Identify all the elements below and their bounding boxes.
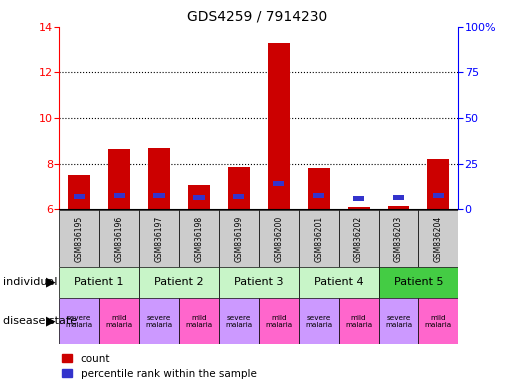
Bar [387, 206, 409, 209]
Text: severe
malaria: severe malaria [305, 314, 332, 328]
Text: Patient 3: Patient 3 [234, 277, 284, 287]
FancyBboxPatch shape [99, 210, 139, 267]
FancyBboxPatch shape [299, 267, 379, 298]
Text: mild
malaria: mild malaria [425, 314, 452, 328]
Text: mild
malaria: mild malaria [106, 314, 133, 328]
Text: severe
malaria: severe malaria [145, 314, 173, 328]
Text: GSM836202: GSM836202 [354, 215, 363, 262]
FancyBboxPatch shape [259, 298, 299, 344]
Text: ▶: ▶ [46, 314, 56, 328]
Text: GSM836200: GSM836200 [274, 215, 283, 262]
FancyBboxPatch shape [339, 298, 379, 344]
Bar [427, 159, 450, 209]
Bar [113, 193, 125, 198]
Bar [313, 193, 324, 198]
FancyBboxPatch shape [219, 298, 259, 344]
FancyBboxPatch shape [259, 210, 299, 267]
Text: GSM836203: GSM836203 [394, 215, 403, 262]
Legend: count, percentile rank within the sample: count, percentile rank within the sample [62, 354, 256, 379]
Bar [348, 207, 370, 209]
FancyBboxPatch shape [219, 267, 299, 298]
FancyBboxPatch shape [139, 210, 179, 267]
Bar [433, 193, 444, 198]
Text: Patient 1: Patient 1 [74, 277, 124, 287]
Bar [353, 196, 364, 201]
Text: ▶: ▶ [46, 276, 56, 289]
FancyBboxPatch shape [379, 267, 458, 298]
Text: Patient 4: Patient 4 [314, 277, 364, 287]
FancyBboxPatch shape [59, 210, 99, 267]
Text: Patient 2: Patient 2 [154, 277, 204, 287]
Text: disease state: disease state [3, 316, 77, 326]
FancyBboxPatch shape [99, 298, 139, 344]
Text: GSM836204: GSM836204 [434, 215, 443, 262]
Text: mild
malaria: mild malaria [345, 314, 372, 328]
Text: GSM836197: GSM836197 [154, 215, 163, 262]
Bar [148, 148, 170, 209]
FancyBboxPatch shape [299, 210, 339, 267]
Text: GDS4259 / 7914230: GDS4259 / 7914230 [187, 10, 328, 23]
Bar [68, 175, 90, 209]
FancyBboxPatch shape [179, 210, 219, 267]
Bar [307, 168, 330, 209]
Text: mild
malaria: mild malaria [265, 314, 293, 328]
FancyBboxPatch shape [418, 298, 458, 344]
Text: GSM836199: GSM836199 [234, 215, 243, 262]
Text: Patient 5: Patient 5 [393, 277, 443, 287]
Bar [268, 43, 290, 209]
FancyBboxPatch shape [59, 298, 99, 344]
Bar [153, 193, 165, 198]
Bar [74, 194, 85, 199]
FancyBboxPatch shape [379, 298, 418, 344]
FancyBboxPatch shape [339, 210, 379, 267]
Text: severe
malaria: severe malaria [65, 314, 93, 328]
FancyBboxPatch shape [418, 210, 458, 267]
FancyBboxPatch shape [219, 210, 259, 267]
Bar [188, 185, 210, 209]
Bar [228, 167, 250, 209]
FancyBboxPatch shape [59, 267, 139, 298]
FancyBboxPatch shape [379, 210, 418, 267]
Bar [273, 182, 284, 187]
Text: severe
malaria: severe malaria [385, 314, 412, 328]
Text: individual: individual [3, 277, 57, 287]
Text: GSM836201: GSM836201 [314, 215, 323, 262]
Text: GSM836195: GSM836195 [75, 215, 83, 262]
FancyBboxPatch shape [139, 298, 179, 344]
Text: mild
malaria: mild malaria [185, 314, 213, 328]
FancyBboxPatch shape [139, 267, 219, 298]
FancyBboxPatch shape [179, 298, 219, 344]
FancyBboxPatch shape [299, 298, 339, 344]
Text: severe
malaria: severe malaria [225, 314, 252, 328]
Text: GSM836198: GSM836198 [195, 215, 203, 262]
Bar [193, 195, 204, 200]
Bar [233, 194, 245, 199]
Text: GSM836196: GSM836196 [115, 215, 124, 262]
Bar [393, 195, 404, 200]
Bar [108, 149, 130, 209]
